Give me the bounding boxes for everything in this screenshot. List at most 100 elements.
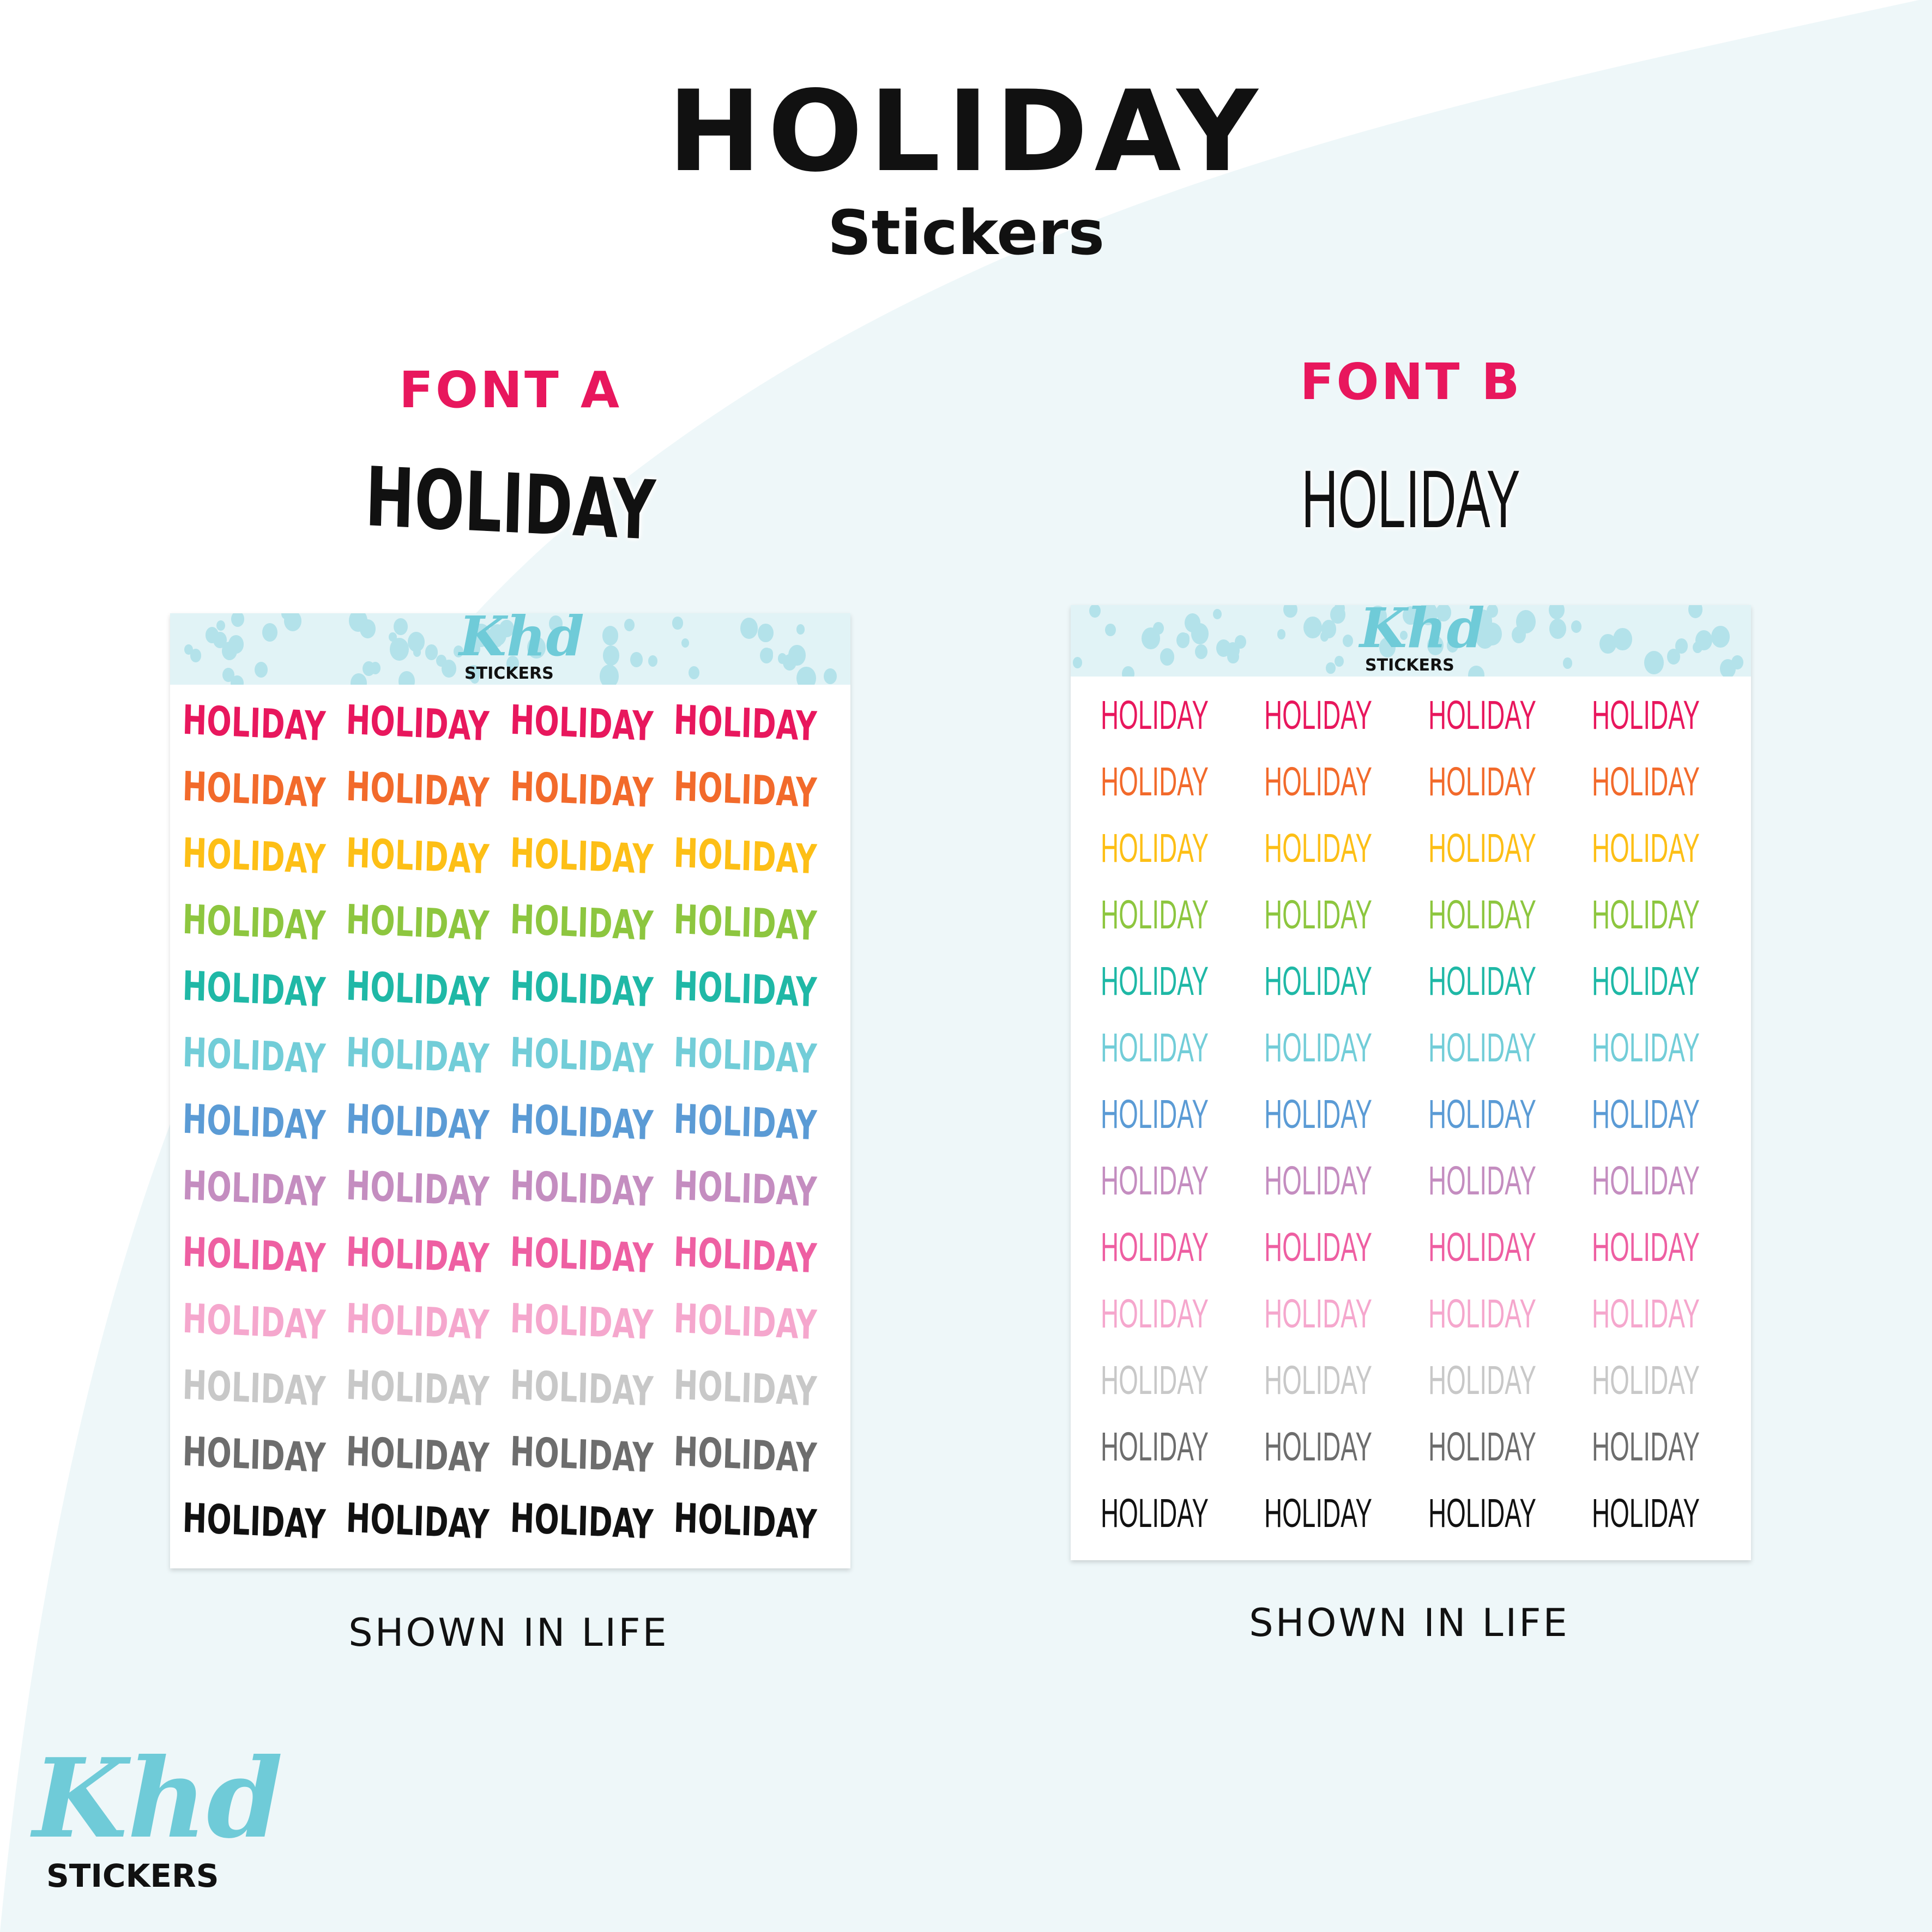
sticker-holiday: HOLIDAY <box>1591 958 1700 1004</box>
sticker-holiday: HOLIDAY <box>1591 759 1700 804</box>
sticker-holiday: HOLIDAY <box>509 962 654 1017</box>
sticker-holiday: HOLIDAY <box>1428 825 1537 871</box>
sticker-holiday: HOLIDAY <box>1428 1091 1537 1137</box>
pattern-dot <box>1731 655 1743 669</box>
sheet-header: Khd STICKERS <box>1071 605 1751 677</box>
pattern-dot <box>1489 606 1498 616</box>
pattern-dot <box>398 671 415 685</box>
sticker-holiday: HOLIDAY <box>673 1428 818 1482</box>
pattern-dot <box>1185 613 1200 632</box>
sticker-holiday: HOLIDAY <box>1264 1424 1373 1469</box>
pattern-dot <box>1667 649 1680 665</box>
sticker-holiday: HOLIDAY <box>1591 1424 1700 1469</box>
font-b-sample: HOLIDAY <box>1301 453 1520 545</box>
sticker-holiday: HOLIDAY <box>1100 1224 1209 1270</box>
pattern-dot <box>1476 626 1494 649</box>
sticker-sheet-b: Khd STICKERS HOLIDAY HOLIDAY HOLIDAY HOLIDA… <box>1071 605 1751 1560</box>
sticker-holiday: HOLIDAY <box>673 962 818 1017</box>
sticker-holiday: HOLIDAY <box>345 896 490 950</box>
sticker-holiday: HOLIDAY <box>509 1494 654 1549</box>
pattern-dot <box>1400 631 1408 641</box>
sticker-holiday: HOLIDAY <box>673 1361 818 1416</box>
pattern-dot <box>190 649 202 662</box>
pattern-dot <box>506 655 520 671</box>
sticker-holiday: HOLIDAY <box>1591 1025 1700 1070</box>
pattern-dot <box>389 637 409 661</box>
pattern-dot <box>1427 635 1444 656</box>
sticker-holiday: HOLIDAY <box>345 1361 490 1416</box>
sticker-holiday: HOLIDAY <box>673 1228 818 1283</box>
caption-b: SHOWN IN LIFE <box>1249 1601 1569 1645</box>
sticker-holiday: HOLIDAY <box>1428 1224 1537 1270</box>
sticker-holiday: HOLIDAY <box>1428 958 1537 1004</box>
pattern-dot <box>1675 638 1688 654</box>
pattern-dot <box>1613 627 1633 651</box>
sticker-holiday: HOLIDAY <box>1100 1424 1209 1469</box>
pattern-dot <box>1160 648 1175 666</box>
pattern-dot <box>688 666 699 680</box>
pattern-dot <box>1089 605 1101 618</box>
sticker-holiday: HOLIDAY <box>345 1029 490 1083</box>
pattern-dot <box>453 645 463 657</box>
sticker-holiday: HOLIDAY <box>1428 1025 1537 1070</box>
pattern-dot <box>1571 620 1581 633</box>
pattern-dot <box>230 675 244 685</box>
pattern-dot <box>805 674 813 684</box>
sticker-holiday: HOLIDAY <box>673 763 818 817</box>
sticker-holiday: HOLIDAY <box>673 829 818 884</box>
sticker-holiday: HOLIDAY <box>182 1095 327 1150</box>
sticker-holiday: HOLIDAY <box>182 1494 327 1549</box>
pattern-dot <box>672 617 683 630</box>
sticker-holiday: HOLIDAY <box>673 1095 818 1150</box>
sticker-holiday: HOLIDAY <box>1264 825 1373 871</box>
sticker-holiday: HOLIDAY <box>1591 1158 1700 1203</box>
pattern-dot <box>1418 605 1438 625</box>
pattern-dot <box>216 620 225 631</box>
sticker-holiday: HOLIDAY <box>1591 892 1700 937</box>
sheet-header: Khd STICKERS <box>170 613 850 685</box>
sticker-holiday: HOLIDAY <box>1264 759 1373 804</box>
font-b-label: FONT B <box>1300 353 1522 411</box>
pattern-dot <box>205 626 219 643</box>
pattern-dot <box>1563 657 1573 669</box>
pattern-dot <box>221 642 238 661</box>
pattern-dot <box>740 618 758 639</box>
sticker-holiday: HOLIDAY <box>345 829 490 884</box>
sticker-holiday: HOLIDAY <box>182 962 327 1017</box>
pattern-dot <box>681 638 689 648</box>
sticker-holiday: HOLIDAY <box>182 829 327 884</box>
sticker-holiday: HOLIDAY <box>345 1494 490 1549</box>
sticker-holiday: HOLIDAY <box>673 1029 818 1083</box>
sticker-holiday: HOLIDAY <box>673 1494 818 1549</box>
sticker-holiday: HOLIDAY <box>1591 1357 1700 1403</box>
pattern-dot <box>231 613 244 627</box>
page-title: HOLIDAY <box>667 67 1265 197</box>
pattern-dot <box>602 626 619 646</box>
sticker-holiday: HOLIDAY <box>345 763 490 817</box>
pattern-dot <box>1105 623 1116 637</box>
sticker-holiday: HOLIDAY <box>1591 1224 1700 1270</box>
pattern-dot <box>624 618 635 631</box>
sticker-holiday: HOLIDAY <box>509 1029 654 1083</box>
sticker-holiday: HOLIDAY <box>182 1428 327 1482</box>
pattern-dot <box>1688 605 1703 619</box>
sticker-holiday: HOLIDAY <box>1264 1490 1373 1536</box>
sticker-holiday: HOLIDAY <box>1264 692 1373 738</box>
sticker-holiday: HOLIDAY <box>182 1228 327 1283</box>
sticker-holiday: HOLIDAY <box>1428 892 1537 937</box>
pattern-dot <box>764 648 773 659</box>
sticker-holiday: HOLIDAY <box>1264 1025 1373 1070</box>
pattern-dot <box>1334 605 1345 614</box>
pattern-dot <box>408 631 425 652</box>
pattern-dot <box>1320 631 1329 642</box>
pattern-dot <box>527 636 546 659</box>
sheet-logo-word: STICKERS <box>464 664 554 683</box>
sticker-holiday: HOLIDAY <box>1264 958 1373 1004</box>
pattern-dot <box>1599 633 1616 654</box>
sticker-holiday: HOLIDAY <box>673 1162 818 1216</box>
pattern-dot <box>425 644 438 660</box>
pattern-dot <box>777 653 787 664</box>
sticker-holiday: HOLIDAY <box>509 1228 654 1283</box>
pattern-dot <box>1711 625 1730 648</box>
pattern-dot <box>549 615 563 632</box>
